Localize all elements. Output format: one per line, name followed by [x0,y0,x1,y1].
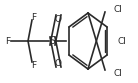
Text: F: F [31,13,37,21]
Text: Cl: Cl [113,4,122,14]
Text: F: F [31,61,37,69]
Text: O: O [55,15,62,23]
Text: Cl: Cl [113,68,122,78]
Text: F: F [5,37,11,45]
Text: S: S [48,36,56,46]
Text: Cl: Cl [118,37,127,45]
Text: O: O [55,59,62,67]
